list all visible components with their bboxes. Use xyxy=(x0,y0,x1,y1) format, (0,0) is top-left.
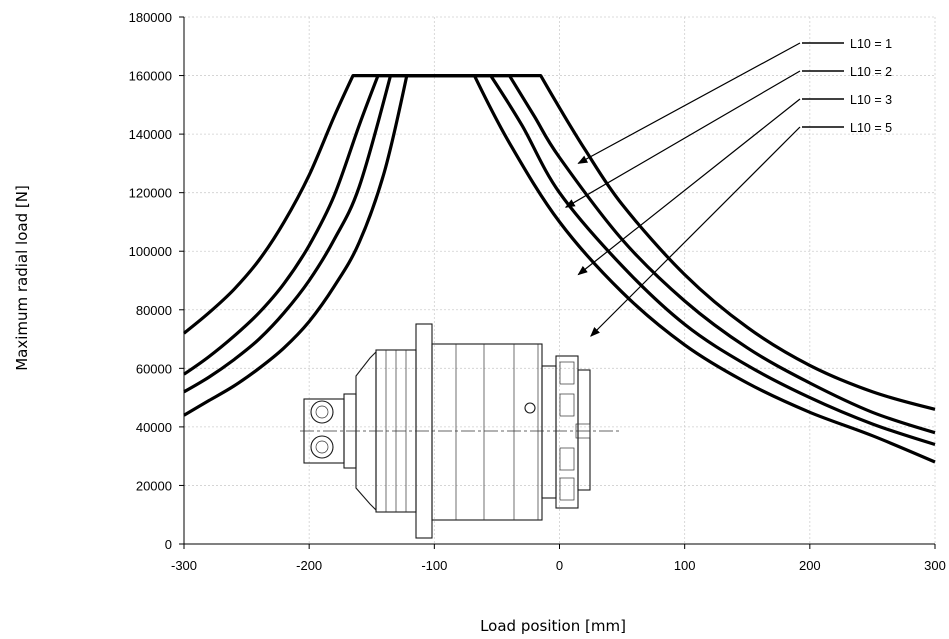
series-line-l10-2 xyxy=(183,74,936,435)
y-tick-label: 20000 xyxy=(136,478,172,493)
x-tick-label: 100 xyxy=(674,558,696,573)
axes: -300 -200 -100 0 100 200 300 0 20000 40000 60000 80… xyxy=(129,10,946,573)
legend-arrow xyxy=(590,126,801,337)
port-top xyxy=(310,400,334,424)
x-tick-label: -300 xyxy=(171,558,197,573)
grid xyxy=(184,16,936,544)
y-tick-label: 100000 xyxy=(129,244,172,259)
drum-body xyxy=(431,343,543,521)
y-tick-label: 80000 xyxy=(136,303,172,318)
x-tick-label: 0 xyxy=(556,558,563,573)
legend: L10 = 1 L10 = 2 L10 = 3 L10 = 5 xyxy=(564,37,892,337)
legend-label: L10 = 2 xyxy=(850,65,892,79)
x-tick-label: -200 xyxy=(296,558,322,573)
series-line-l10-4 xyxy=(183,74,936,464)
y-tick-label: 140000 xyxy=(129,127,172,142)
x-axis-title: Load position [mm] xyxy=(480,617,626,635)
hub-bolt xyxy=(524,402,536,414)
y-tick-label: 180000 xyxy=(129,10,172,25)
legend-arrow xyxy=(577,42,801,164)
y-tick-label: 120000 xyxy=(129,186,172,201)
y-tick-label: 0 xyxy=(165,537,172,552)
gearbox-drawing xyxy=(300,323,622,539)
hub-ring xyxy=(541,365,557,499)
legend-label: L10 = 3 xyxy=(850,93,892,107)
output-shaft xyxy=(577,369,591,491)
port-bottom xyxy=(310,435,334,459)
legend-label: L10 = 5 xyxy=(850,121,892,135)
y-axis-title: Maximum radial load [N] xyxy=(13,185,31,371)
y-tick-label: 40000 xyxy=(136,420,172,435)
x-tick-label: -100 xyxy=(421,558,447,573)
curves xyxy=(183,74,936,464)
y-tick-label: 60000 xyxy=(136,361,172,376)
legend-arrow xyxy=(577,98,801,276)
y-tick-label: 160000 xyxy=(129,69,172,84)
series-line-l10-1 xyxy=(183,74,936,411)
series-line-l10-3 xyxy=(183,74,936,447)
x-tick-label: 300 xyxy=(924,558,946,573)
x-tick-label: 200 xyxy=(799,558,821,573)
legend-arrow xyxy=(564,70,801,208)
legend-label: L10 = 1 xyxy=(850,37,892,51)
